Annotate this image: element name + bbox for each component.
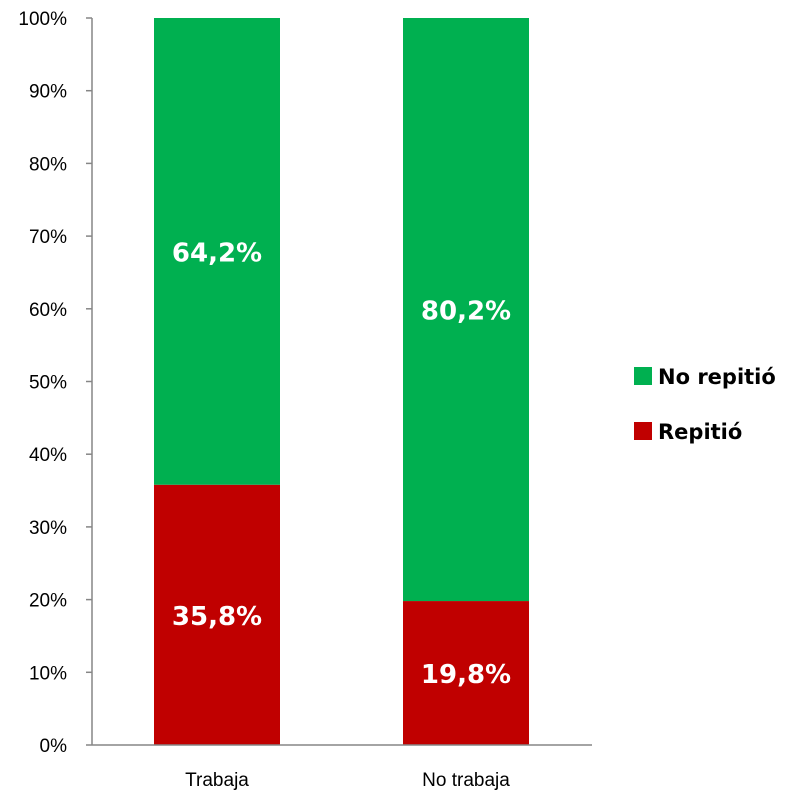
y-tick-label: 30% [29, 518, 67, 539]
y-tick-label: 50% [29, 373, 67, 394]
y-tick-label: 40% [29, 445, 67, 466]
data-label: 35,8% [172, 602, 262, 632]
y-tick-label: 0% [40, 736, 68, 757]
y-tick-label: 90% [29, 82, 67, 103]
y-tick-label: 70% [29, 227, 67, 248]
x-category-label: Trabaja [185, 770, 249, 791]
bar-no-repitio [403, 18, 529, 602]
legend-label: No repitió [658, 365, 776, 389]
y-tick-label: 60% [29, 300, 67, 321]
bar-repitio [154, 484, 280, 745]
y-tick-label: 20% [29, 591, 67, 612]
legend-swatch [634, 422, 652, 440]
y-tick-label: 10% [29, 663, 67, 684]
y-tick-label: 80% [29, 154, 67, 175]
bar-no-repitio [154, 18, 280, 485]
legend-swatch [634, 367, 652, 385]
y-axis-ticks: 0% 10% 20% 30% 40% 50% 60% 70% 80% 90% 100% [18, 9, 92, 757]
bars-group [154, 18, 529, 745]
bar-repitio [403, 601, 529, 745]
y-tick-label: 100% [18, 9, 67, 30]
legend-label: Repitió [658, 420, 742, 444]
data-labels-group: 35,8% 64,2% 19,8% 80,2% [172, 238, 511, 690]
legend: No repitió Repitió [634, 365, 776, 444]
x-axis-labels: Trabaja No trabaja [185, 770, 510, 791]
data-label: 80,2% [421, 297, 511, 327]
data-label: 19,8% [421, 660, 511, 690]
data-label: 64,2% [172, 238, 262, 268]
x-category-label: No trabaja [422, 770, 510, 791]
